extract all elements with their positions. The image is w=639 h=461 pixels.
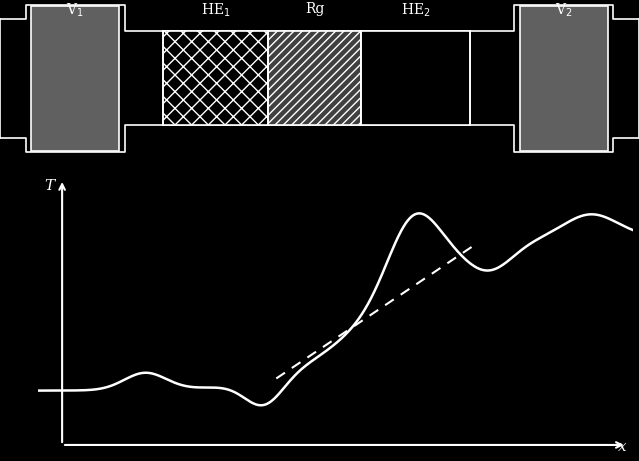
Text: x: x	[618, 439, 627, 454]
Text: V$_1$: V$_1$	[66, 1, 84, 19]
Bar	[163, 31, 268, 125]
Text: Rg: Rg	[305, 1, 325, 16]
Bar	[361, 31, 470, 125]
Bar	[268, 31, 361, 125]
Text: T: T	[44, 179, 54, 193]
Text: HE$_2$: HE$_2$	[401, 1, 430, 19]
Bar	[520, 6, 608, 151]
Text: V$_2$: V$_2$	[555, 1, 573, 19]
Text: HE$_1$: HE$_1$	[201, 1, 231, 19]
Bar	[31, 6, 119, 151]
